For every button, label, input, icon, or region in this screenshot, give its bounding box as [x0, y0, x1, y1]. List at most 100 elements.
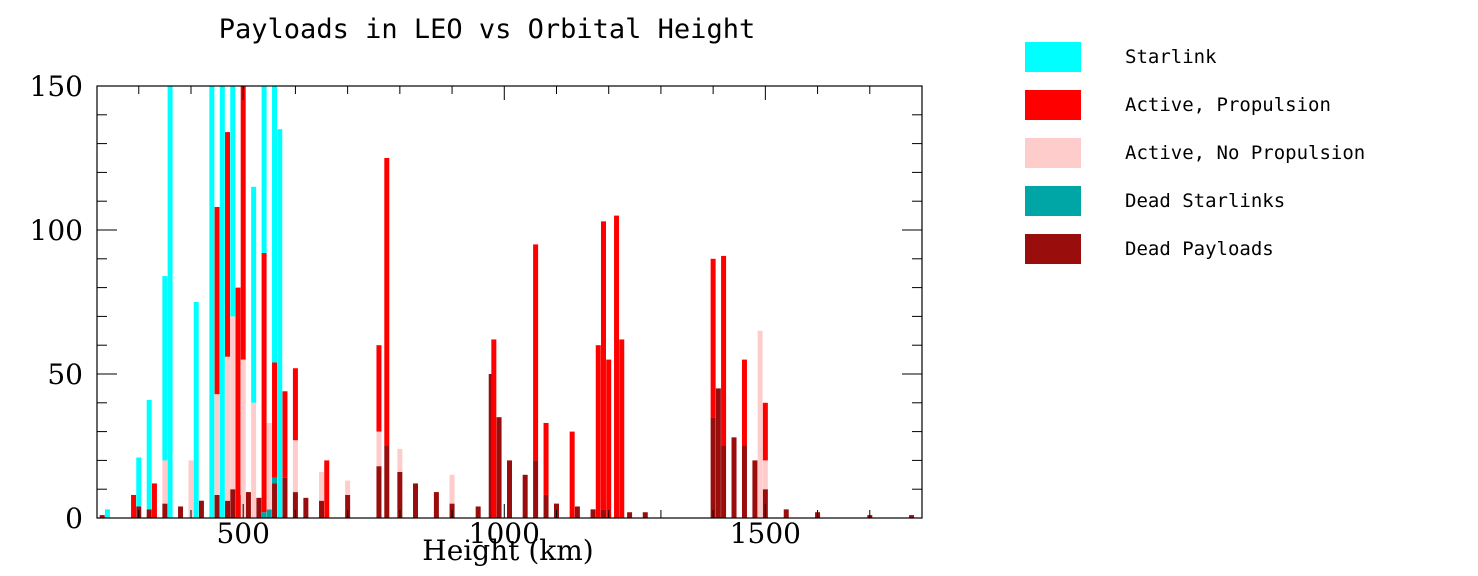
bar-starlink-12 — [277, 129, 283, 518]
bar-active-no-propulsion-13 — [449, 474, 455, 504]
bar-dead-payloads-5 — [198, 500, 204, 518]
bar-dead-payloads-8 — [230, 489, 236, 518]
bar-dead-payloads-15 — [303, 497, 309, 518]
bar-active-no-propulsion-6 — [251, 402, 257, 518]
bar-dead-payloads-40 — [731, 437, 737, 518]
bar-active-propulsion-14 — [533, 244, 539, 461]
y-tick-label: 50 — [47, 358, 83, 391]
y-tick-label: 150 — [30, 70, 83, 103]
bar-dead-payloads-18 — [376, 466, 382, 518]
bar-dead-payloads-12 — [272, 483, 278, 518]
bar-active-propulsion-3 — [225, 132, 231, 357]
bar-dead-payloads-47 — [909, 515, 915, 518]
bar-active-no-propulsion-8 — [292, 440, 298, 493]
bar-active-propulsion-16 — [569, 431, 575, 518]
bar-active-propulsion-25 — [762, 402, 768, 461]
bar-active-propulsion-22 — [710, 258, 716, 418]
bar-dead-payloads-16 — [319, 500, 325, 518]
bar-dead-payloads-20 — [397, 471, 403, 518]
bar-dead-payloads-26 — [496, 417, 502, 518]
bar-dead-payloads-9 — [238, 494, 244, 518]
legend-label: Dead Starlinks — [1125, 190, 1286, 212]
bar-active-no-propulsion-4 — [230, 316, 236, 490]
bar-dead-payloads-21 — [413, 483, 419, 518]
bar-dead-payloads-39 — [721, 446, 727, 518]
bar-active-no-propulsion-1 — [188, 460, 194, 518]
bar-dead-payloads-10 — [245, 492, 251, 518]
bar-dead-payloads-0 — [99, 515, 105, 518]
legend-swatch — [1025, 42, 1081, 72]
bar-active-propulsion-4 — [235, 287, 241, 518]
bar-dead-payloads-4 — [178, 506, 184, 518]
bar-active-no-propulsion-12 — [397, 448, 403, 472]
bar-active-propulsion-17 — [595, 345, 601, 518]
bar-active-propulsion-7 — [272, 362, 278, 478]
bar-dead-payloads-44 — [783, 509, 789, 518]
bar-active-propulsion-1 — [151, 483, 157, 518]
legend-swatch — [1025, 138, 1081, 168]
y-tick-label: 100 — [30, 214, 83, 247]
x-tick-label: 1000 — [469, 517, 540, 550]
bar-dead-payloads-2 — [146, 509, 152, 518]
bar-active-propulsion-12 — [384, 158, 390, 446]
bar-dead-payloads-3 — [162, 503, 168, 518]
bar-dead-starlinks-1 — [266, 509, 272, 518]
bar-starlink-11 — [272, 86, 278, 363]
bar-starlink-1 — [136, 457, 142, 507]
bar-active-no-propulsion-9 — [319, 471, 325, 501]
bar-dead-payloads-28 — [522, 474, 528, 518]
bar-dead-payloads-29 — [533, 460, 539, 518]
x-axis-label: Height (km) — [422, 534, 593, 567]
ticks-layer: 500 1000 1500 0 50 100 150 — [30, 70, 923, 550]
bar-starlink-8 — [230, 86, 236, 317]
x-tick-label: 500 — [216, 517, 269, 550]
bar-active-propulsion-21 — [619, 339, 625, 518]
bar-starlink-4 — [167, 86, 173, 518]
bar-dead-payloads-6 — [214, 494, 220, 518]
legend-swatch — [1025, 90, 1081, 120]
bar-dead-payloads-30 — [543, 494, 549, 518]
bar-active-propulsion-11 — [376, 345, 382, 432]
bar-active-propulsion-15 — [543, 422, 549, 495]
bar-active-no-propulsion-14 — [757, 330, 763, 518]
bar-dead-payloads-33 — [590, 509, 596, 518]
bar-starlink-9 — [251, 186, 257, 403]
bar-dead-payloads-14 — [292, 492, 298, 518]
bar-dead-payloads-7 — [225, 500, 231, 518]
bar-dead-starlinks-2 — [272, 477, 278, 484]
bar-starlink-0 — [104, 509, 110, 518]
bar-active-propulsion-5 — [240, 86, 246, 360]
bar-dead-payloads-13 — [282, 477, 288, 518]
bar-dead-payloads-38 — [715, 388, 721, 518]
bar-dead-payloads-32 — [574, 506, 580, 518]
bar-starlink-7 — [219, 86, 225, 518]
bar-active-no-propulsion-3 — [225, 356, 231, 501]
plot-frame — [96, 85, 923, 519]
bar-dead-payloads-37 — [710, 417, 716, 518]
legend-label: Active, No Propulsion — [1125, 142, 1366, 164]
bar-active-propulsion-13 — [491, 339, 497, 518]
bar-starlink-2 — [146, 399, 152, 510]
bar-dead-payloads-43 — [762, 489, 768, 518]
bar-dead-payloads-34 — [600, 509, 606, 518]
legend-label: Dead Payloads — [1125, 238, 1274, 260]
chart-title: Payloads in LEO vs Orbital Height — [219, 14, 755, 45]
bar-dead-payloads-22 — [433, 492, 439, 518]
bar-dead-payloads-17 — [345, 494, 351, 518]
bar-active-propulsion-8 — [282, 391, 288, 478]
bar-active-no-propulsion-2 — [214, 394, 220, 495]
bar-active-propulsion-19 — [606, 359, 612, 518]
bar-dead-payloads-11 — [256, 497, 262, 518]
y-tick-label: 0 — [65, 502, 83, 535]
bar-dead-payloads-36 — [642, 512, 648, 518]
bar-dead-payloads-25 — [488, 374, 494, 518]
bars-layer — [99, 86, 915, 518]
bar-dead-payloads-42 — [752, 460, 758, 518]
bar-active-propulsion-24 — [741, 359, 747, 446]
bar-active-no-propulsion-11 — [376, 431, 382, 467]
bar-active-no-propulsion-15 — [762, 460, 768, 490]
bar-active-propulsion-18 — [600, 221, 606, 510]
bar-active-propulsion-23 — [721, 255, 727, 446]
bar-active-propulsion-9 — [292, 368, 298, 441]
